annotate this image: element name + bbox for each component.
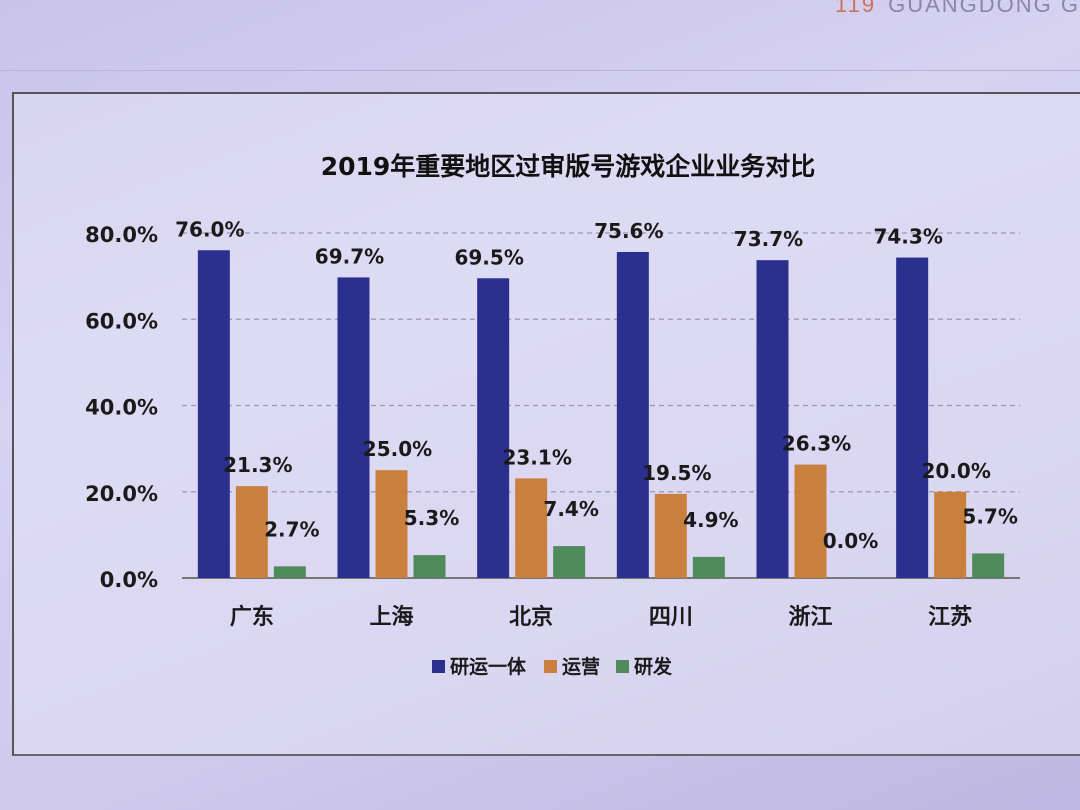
data-label: 26.3% xyxy=(782,432,851,456)
data-label: 25.0% xyxy=(363,437,432,461)
x-tick-label: 上海 xyxy=(369,604,413,630)
y-tick-label: 60.0% xyxy=(85,309,158,333)
bar-ops xyxy=(515,478,548,578)
bar-rd-ops xyxy=(197,250,230,578)
legend-label: 运营 xyxy=(562,655,600,678)
bar-ops xyxy=(375,470,408,578)
data-label: 69.7% xyxy=(315,244,384,268)
legend-label: 研运一体 xyxy=(450,655,527,678)
page-divider xyxy=(0,70,1080,71)
y-tick-label: 20.0% xyxy=(85,482,158,506)
data-label: 74.3% xyxy=(873,225,942,249)
bar-rd xyxy=(692,556,725,578)
x-tick-label: 江苏 xyxy=(928,604,972,630)
legend-label: 研发 xyxy=(634,655,673,678)
bar-rd xyxy=(553,546,586,578)
data-label: 7.4% xyxy=(543,497,598,521)
data-label: 76.0% xyxy=(175,217,244,241)
publication-name: GUANGDONG G xyxy=(888,0,1080,17)
y-tick-label: 0.0% xyxy=(100,568,158,592)
data-label: 4.9% xyxy=(683,508,738,532)
data-label: 5.7% xyxy=(962,504,1017,528)
legend-swatch xyxy=(544,660,557,673)
data-label: 73.7% xyxy=(734,227,803,251)
data-label: 0.0% xyxy=(823,529,878,553)
data-label: 69.5% xyxy=(454,245,523,269)
chart-title: 2019年重要地区过审版号游戏企业业务对比 xyxy=(321,152,816,181)
bar-rd-ops xyxy=(477,278,510,578)
page-header: 119 GUANGDONG G xyxy=(835,0,1080,18)
bar-rd xyxy=(273,566,306,578)
data-label: 2.7% xyxy=(264,517,319,541)
y-tick-label: 80.0% xyxy=(85,223,158,247)
bar-rd-ops xyxy=(337,277,370,578)
legend-swatch xyxy=(432,660,445,673)
data-label: 5.3% xyxy=(404,506,459,530)
page-number: 119 xyxy=(835,0,877,17)
data-label: 19.5% xyxy=(642,461,711,485)
x-tick-label: 四川 xyxy=(649,605,693,630)
data-label: 20.0% xyxy=(921,459,990,483)
bar-rd-ops xyxy=(756,260,789,578)
bar-ops xyxy=(934,491,967,578)
bar-rd-ops xyxy=(896,257,929,578)
legend-swatch xyxy=(616,660,629,673)
x-tick-label: 浙江 xyxy=(788,605,832,630)
data-label: 75.6% xyxy=(594,219,663,243)
x-tick-label: 广东 xyxy=(230,604,274,630)
y-tick-label: 40.0% xyxy=(85,396,158,420)
bar-ops xyxy=(654,493,687,578)
data-label: 21.3% xyxy=(223,453,292,477)
x-tick-label: 北京 xyxy=(509,604,553,630)
bar-ops xyxy=(794,464,827,578)
bar-rd xyxy=(972,553,1005,578)
bar-rd xyxy=(413,555,446,578)
data-label: 23.1% xyxy=(502,445,571,469)
bar-rd-ops xyxy=(616,251,649,578)
bar-ops xyxy=(235,486,268,578)
